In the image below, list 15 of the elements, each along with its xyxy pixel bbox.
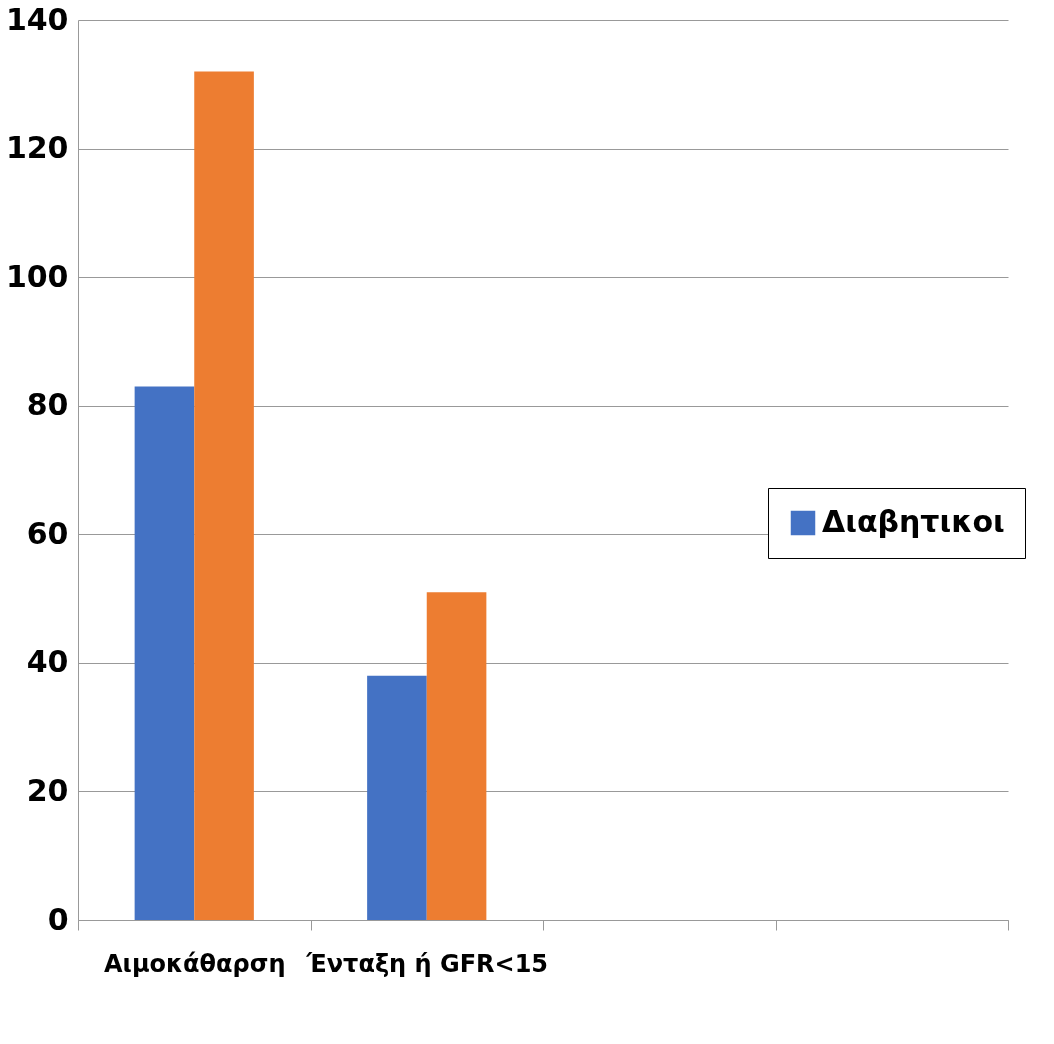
x-tick-label: Ένταξη ή GFR<15	[305, 949, 549, 978]
y-tick-label: 120	[5, 130, 69, 166]
y-tick-label: 60	[26, 515, 69, 551]
legend-label: Διαβητικοι	[822, 504, 1005, 539]
y-tick-label: 80	[26, 387, 69, 423]
y-tick-label: 140	[5, 1, 69, 37]
x-tick-label: Αιμοκάθαρση	[103, 949, 286, 978]
y-tick-label: 20	[26, 772, 69, 808]
y-tick-label: 0	[47, 901, 69, 937]
y-tick-label: 40	[26, 644, 69, 680]
bar	[426, 592, 487, 920]
bar	[367, 675, 427, 920]
y-tick-label: 100	[5, 258, 69, 294]
bar	[134, 386, 195, 920]
bar	[194, 71, 254, 920]
